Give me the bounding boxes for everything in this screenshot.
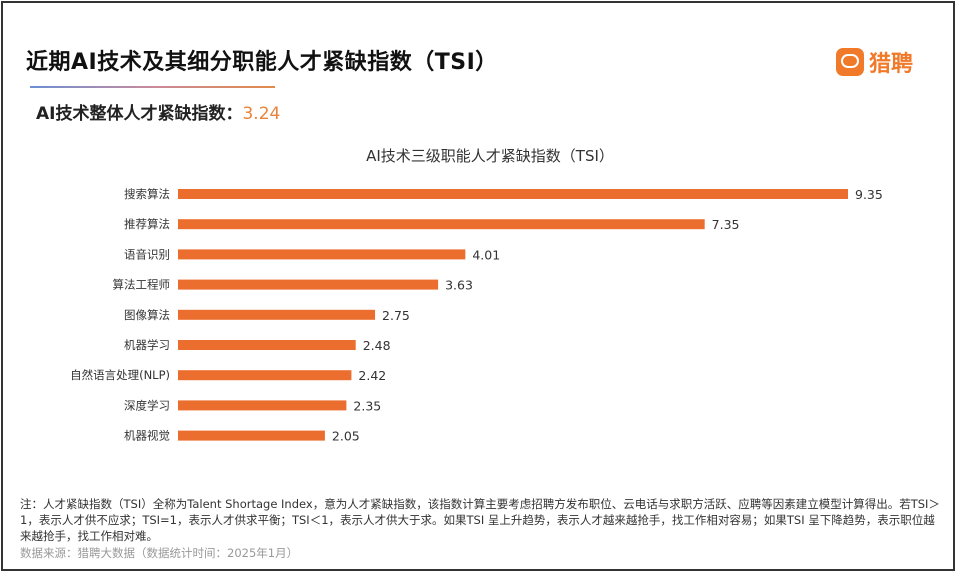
bar: [178, 279, 439, 290]
category-label: 语音识别: [124, 247, 170, 261]
bar: [178, 309, 376, 320]
bar: [178, 340, 356, 350]
value-label: 2.42: [358, 368, 386, 383]
chat-bubble-logo-icon: [836, 48, 864, 76]
category-label: 搜索算法: [124, 187, 170, 201]
value-label: 2.35: [353, 398, 381, 413]
data-source: 数据来源：猎聘大数据（数据统计时间：2025年1月）: [20, 546, 299, 560]
overall-index-value: 3.24: [242, 104, 281, 124]
category-label: 机器学习: [124, 338, 170, 352]
overall-index-label: AI技术整体人才紧缺指数：: [36, 104, 243, 124]
category-label: 深度学习: [124, 398, 170, 412]
bar: [178, 370, 352, 381]
value-label: 9.35: [855, 187, 883, 202]
category-label: 算法工程师: [113, 278, 171, 292]
page-title: 近期AI技术及其细分职能人才紧缺指数（TSI）: [26, 50, 498, 75]
chart-title: AI技术三级职能人才紧缺指数（TSI）: [366, 147, 614, 165]
bar: [178, 430, 325, 441]
overall-index: AI技术整体人才紧缺指数：3.24: [36, 99, 280, 124]
category-label: 图像算法: [124, 308, 170, 322]
category-label: 推荐算法: [124, 217, 170, 231]
bar: [178, 400, 347, 411]
bar: [178, 249, 466, 260]
value-label: 2.05: [332, 429, 360, 444]
footnote: 注：人才紧缺指数（TSI）全称为Talent Shortage Index，意为…: [20, 497, 940, 543]
title-underline: [30, 86, 275, 88]
value-label: 2.48: [363, 338, 391, 353]
liepin-logo: 猎聘: [836, 46, 913, 78]
value-label: 4.01: [472, 247, 500, 262]
value-label: 3.63: [445, 278, 473, 293]
logo-text: 猎聘: [869, 52, 914, 77]
bar: [178, 189, 848, 199]
category-label: 自然语言处理(NLP): [70, 368, 170, 382]
value-label: 2.75: [382, 308, 410, 323]
category-label: 机器视觉: [124, 429, 170, 443]
bar: [178, 219, 705, 230]
value-label: 7.35: [712, 217, 740, 232]
